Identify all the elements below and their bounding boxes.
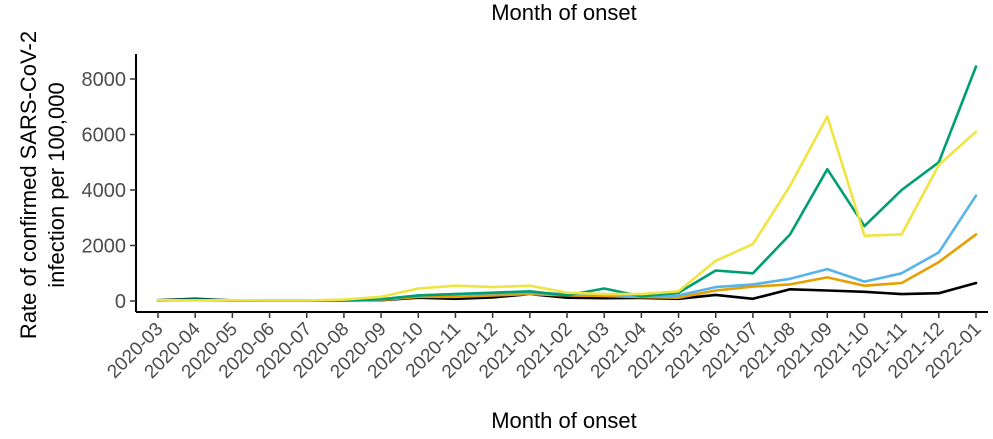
plot-area: 020004000600080002020-032020-042020-0520… <box>82 54 988 383</box>
series-line-4 <box>156 65 978 303</box>
y-axis-title-line-2: infection per 100,000 <box>44 82 69 288</box>
series-line-5 <box>156 115 978 302</box>
y-tick-label: 8000 <box>82 69 127 91</box>
series-line-3 <box>156 194 978 303</box>
y-tick-label: 2000 <box>82 236 127 258</box>
y-axis-title: Rate of confirmed SARS-CoV-2 infection p… <box>16 31 69 339</box>
chart-title: Month of onset <box>491 0 637 25</box>
y-tick-label: 4000 <box>82 180 127 202</box>
x-axis-title: Month of onset <box>491 408 637 433</box>
y-tick-label: 0 <box>115 291 126 313</box>
y-axis-title-line-1: Rate of confirmed SARS-CoV-2 <box>16 31 41 339</box>
y-tick-label: 6000 <box>82 125 127 147</box>
